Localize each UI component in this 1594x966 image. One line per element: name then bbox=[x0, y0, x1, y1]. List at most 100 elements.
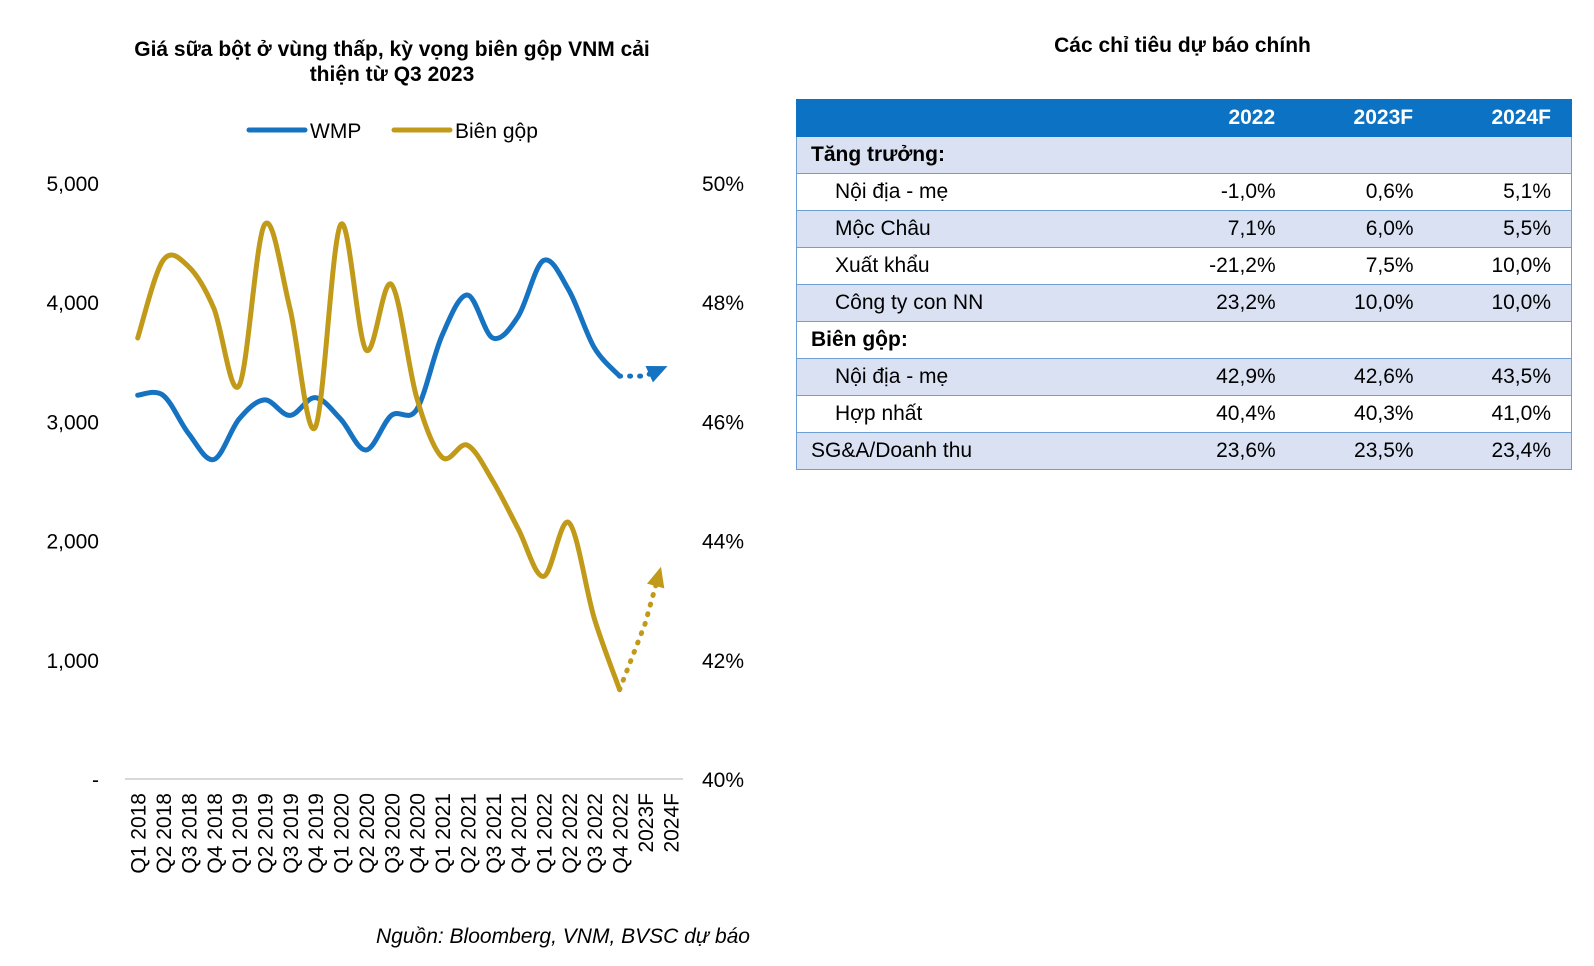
table-row: Tăng trưởng: bbox=[796, 136, 1572, 174]
x-tick-label: Q2 2018 bbox=[153, 793, 176, 874]
forecast-arrow-icon bbox=[645, 366, 668, 383]
left-tick-label: 5,000 bbox=[46, 173, 99, 196]
row-value bbox=[1295, 136, 1434, 174]
header-cell-2022: 2022 bbox=[1146, 99, 1297, 137]
left-tick-label: - bbox=[92, 769, 99, 792]
data-point bbox=[440, 455, 445, 460]
row-value: -1,0% bbox=[1147, 173, 1296, 211]
right-tick-label: 48% bbox=[702, 292, 744, 315]
data-point bbox=[186, 431, 191, 436]
data-point bbox=[516, 526, 521, 531]
row-value: 5,5% bbox=[1433, 210, 1572, 248]
data-point bbox=[592, 345, 597, 350]
x-tick-label: Q1 2019 bbox=[229, 793, 252, 874]
row-value: 7,5% bbox=[1295, 247, 1434, 285]
legend: WMP Biên gộp bbox=[246, 120, 538, 143]
row-value: 23,2% bbox=[1147, 284, 1296, 322]
row-label: Công ty con NN bbox=[796, 284, 1148, 322]
row-value: 42,6% bbox=[1295, 358, 1434, 396]
data-point bbox=[490, 335, 495, 340]
data-point bbox=[338, 417, 343, 422]
row-value: 40,3% bbox=[1295, 395, 1434, 433]
row-label: SG&A/Doanh thu bbox=[796, 432, 1148, 470]
table-header-row: 2022 2023F 2024F bbox=[796, 99, 1572, 137]
data-point bbox=[135, 335, 140, 340]
x-tick-label: Q1 2021 bbox=[432, 793, 455, 874]
data-point bbox=[465, 293, 470, 298]
table-row: Biên gộp: bbox=[796, 321, 1572, 359]
table-title: Các chỉ tiêu dự báo chính bbox=[1054, 34, 1311, 57]
row-value bbox=[1433, 136, 1572, 174]
data-point bbox=[516, 314, 521, 319]
table-row: Nội địa - mẹ -1,0% 0,6% 5,1% bbox=[796, 173, 1572, 211]
data-point bbox=[161, 258, 166, 263]
legend-label-wmp: WMP bbox=[310, 120, 361, 143]
row-value bbox=[1295, 321, 1434, 359]
left-axis: - 1,000 2,000 3,000 4,000 5,000 bbox=[46, 173, 99, 792]
right-tick-label: 50% bbox=[702, 173, 744, 196]
row-value: 43,5% bbox=[1433, 358, 1572, 396]
row-label: Biên gộp: bbox=[796, 321, 1148, 359]
data-point bbox=[313, 425, 318, 430]
row-value bbox=[1147, 136, 1296, 174]
data-point bbox=[541, 258, 546, 263]
data-point bbox=[592, 616, 597, 621]
header-cell-2023f: 2023F bbox=[1295, 99, 1435, 137]
right-tick-label: 44% bbox=[702, 531, 744, 554]
row-value bbox=[1433, 321, 1572, 359]
row-label: Nội địa - mẹ bbox=[796, 173, 1148, 211]
chart-title-line-2: thiện từ Q3 2023 bbox=[310, 63, 475, 86]
data-point bbox=[338, 222, 343, 227]
row-value: 10,0% bbox=[1433, 247, 1572, 285]
data-point bbox=[262, 397, 267, 402]
row-value: 42,9% bbox=[1147, 358, 1296, 396]
row-label: Mộc Châu bbox=[796, 210, 1148, 248]
data-point bbox=[135, 393, 140, 398]
right-tick-label: 40% bbox=[702, 769, 744, 792]
x-tick-label: 2023F bbox=[635, 793, 658, 853]
table-row: Hợp nhất 40,4% 40,3% 41,0% bbox=[796, 395, 1572, 433]
left-tick-label: 4,000 bbox=[46, 292, 99, 315]
x-tick-label: Q3 2020 bbox=[381, 793, 404, 874]
row-value: 10,0% bbox=[1433, 284, 1572, 322]
data-point bbox=[313, 395, 318, 400]
row-value: -21,2% bbox=[1147, 247, 1296, 285]
right-axis: 40% 42% 44% 46% 48% 50% bbox=[702, 173, 744, 792]
x-tick-label: Q2 2021 bbox=[457, 793, 480, 874]
x-tick-label: Q1 2018 bbox=[128, 793, 151, 874]
row-label: Nội địa - mẹ bbox=[796, 358, 1148, 396]
row-value: 23,6% bbox=[1147, 432, 1296, 470]
chart: Giá sữa bột ở vùng thấp, kỳ vọng biên gộ… bbox=[46, 38, 750, 948]
table-row: Nội địa - mẹ 42,9% 42,6% 43,5% bbox=[796, 358, 1572, 396]
row-label: Tăng trưởng: bbox=[796, 136, 1148, 174]
source-note: Nguồn: Bloomberg, VNM, BVSC dự báo bbox=[376, 925, 750, 948]
data-point bbox=[414, 395, 419, 400]
row-value: 7,1% bbox=[1147, 210, 1296, 248]
row-value: 23,5% bbox=[1295, 432, 1434, 470]
header-cell-label bbox=[796, 99, 1148, 137]
forecast-table: 2022 2023F 2024F Tăng trưởng: Nội địa - m… bbox=[796, 99, 1572, 470]
table-row: Mộc Châu 7,1% 6,0% 5,5% bbox=[796, 210, 1572, 248]
x-tick-label: Q4 2019 bbox=[305, 793, 328, 874]
data-point bbox=[389, 282, 394, 287]
table-row: Xuất khẩu -21,2% 7,5% 10,0% bbox=[796, 247, 1572, 285]
data-point bbox=[237, 383, 242, 388]
forecast-line bbox=[617, 367, 661, 379]
x-tick-label: Q1 2020 bbox=[331, 793, 354, 874]
x-tick-label: Q2 2019 bbox=[255, 793, 278, 874]
left-tick-label: 2,000 bbox=[46, 531, 99, 554]
data-point bbox=[490, 479, 495, 484]
row-value: 0,6% bbox=[1295, 173, 1434, 211]
data-point bbox=[541, 574, 546, 579]
row-value bbox=[1147, 321, 1296, 359]
x-tick-label: Q4 2021 bbox=[508, 793, 531, 874]
x-tick-label: Q4 2022 bbox=[610, 793, 633, 874]
legend-label-bien-gop: Biên gộp bbox=[455, 120, 538, 143]
data-point bbox=[287, 413, 292, 418]
x-tick-label: Q3 2022 bbox=[584, 793, 607, 874]
data-point bbox=[211, 306, 216, 311]
data-point bbox=[389, 413, 394, 418]
data-point bbox=[465, 443, 470, 448]
x-tick-label: 2024F bbox=[660, 793, 683, 853]
x-tick-label: Q1 2022 bbox=[534, 793, 557, 874]
